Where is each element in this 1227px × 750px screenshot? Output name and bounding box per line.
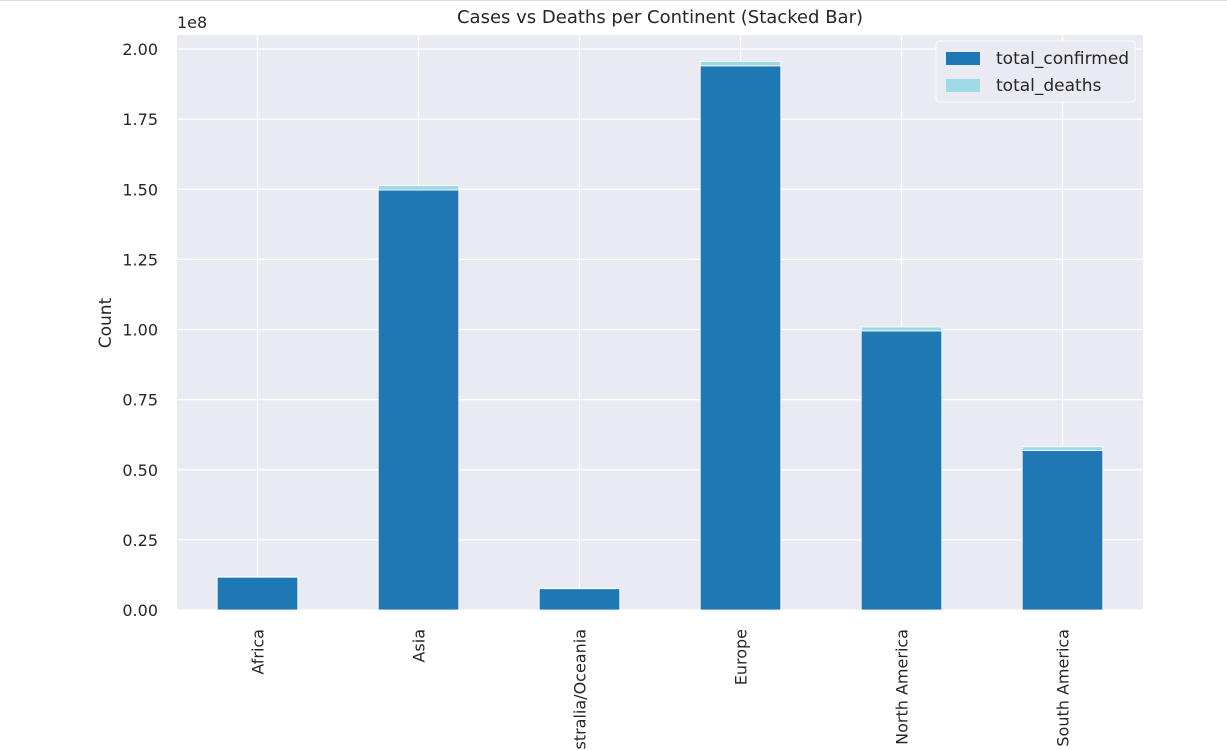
top-border xyxy=(0,0,1227,1)
y-tick-label: 1.75 xyxy=(122,110,158,129)
bar-total-deaths xyxy=(1021,446,1104,451)
bar-total-confirmed xyxy=(538,588,621,611)
legend-label-total-deaths: total_deaths xyxy=(996,76,1101,96)
bar-total-deaths xyxy=(860,326,943,332)
plot-background xyxy=(177,35,1143,610)
y-tick-label: 0.75 xyxy=(122,391,158,410)
bar-total-confirmed xyxy=(860,330,943,611)
legend-swatch-total-deaths xyxy=(946,79,980,92)
x-tick-label: Europe xyxy=(732,629,751,685)
chart-title: Cases vs Deaths per Continent (Stacked B… xyxy=(457,7,863,28)
bar-total-confirmed xyxy=(216,576,299,611)
y-tick-label: 2.00 xyxy=(122,40,158,59)
y-tick-label: 0.50 xyxy=(122,461,158,480)
legend-swatch-total-confirmed xyxy=(946,52,980,65)
y-tick-label: 1.25 xyxy=(122,250,158,269)
bar-total-confirmed xyxy=(1021,450,1104,611)
legend-label-total-confirmed: total_confirmed xyxy=(996,49,1129,69)
y-axis-label: Count xyxy=(96,297,116,348)
bar-total-confirmed xyxy=(377,189,460,611)
x-tick-label: Africa xyxy=(249,629,268,675)
legend-frame xyxy=(935,40,1136,103)
bar-total-deaths xyxy=(216,576,299,578)
bar-total-deaths xyxy=(699,60,782,67)
x-tick-label: Australia/Oceania xyxy=(571,629,590,750)
bar-total-confirmed xyxy=(699,65,782,611)
y-tick-label: 0.00 xyxy=(122,601,158,620)
x-axis-ticks: Africa Asia Australia/Oceania Europe North A… xyxy=(249,629,1073,750)
x-tick-label: South America xyxy=(1054,629,1073,747)
y-tick-label: 0.25 xyxy=(122,531,158,550)
bars xyxy=(216,60,1104,611)
legend: total_confirmed total_deaths xyxy=(935,40,1136,103)
x-tick-label: North America xyxy=(893,629,912,745)
y-axis-ticks: 0.00 0.25 0.50 0.75 1.00 1.25 1.50 1.75 2.00 xyxy=(122,40,158,620)
bar-total-deaths xyxy=(377,185,460,191)
y-offset-label: 1e8 xyxy=(177,13,207,32)
y-tick-label: 1.00 xyxy=(122,321,158,340)
x-tick-label: Asia xyxy=(410,629,429,663)
y-tick-label: 1.50 xyxy=(122,180,158,199)
